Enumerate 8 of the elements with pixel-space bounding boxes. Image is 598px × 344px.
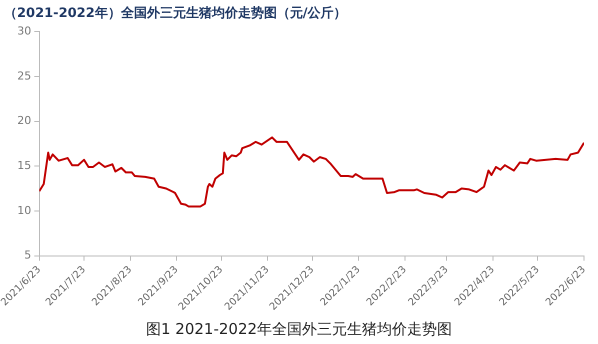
y-tick-label: 10 — [17, 204, 32, 217]
caption: 图1 2021-2022年全国外三元生猪均价走势图 — [146, 320, 452, 338]
y-tick-label: 5 — [24, 248, 32, 262]
y-tick-label: 25 — [17, 69, 32, 82]
chart-title: （2021-2022年）全国外三元生猪均价走势图（元/公斤） — [4, 5, 347, 22]
y-tick-label: 20 — [17, 114, 32, 128]
y-tick-label: 30 — [17, 24, 32, 38]
y-tick-label: 15 — [17, 158, 32, 172]
